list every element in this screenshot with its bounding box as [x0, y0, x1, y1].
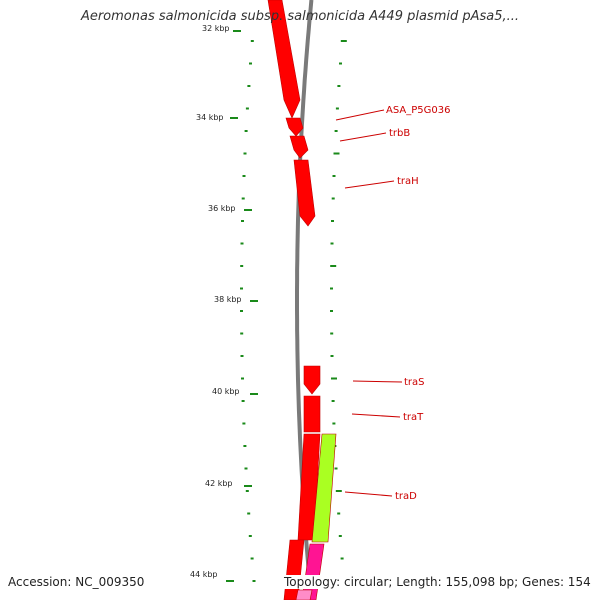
gene-leader-line	[344, 180, 395, 189]
gene-label: traD	[395, 491, 417, 502]
gc-dot	[330, 332, 334, 335]
gc-dot	[247, 512, 251, 515]
gc-dot	[331, 220, 334, 222]
gc-dot	[240, 287, 243, 290]
kbp-tick-label: 38 kbp	[214, 295, 242, 304]
kbp-tick-label: 32 kbp	[202, 24, 230, 33]
gene-label: trbB	[389, 128, 410, 139]
gc-dot	[240, 265, 244, 267]
gc-dot	[330, 310, 333, 312]
gc-dot	[334, 130, 338, 132]
gc-dot	[241, 377, 244, 380]
gc-dot	[244, 130, 248, 132]
gc-dot	[241, 400, 245, 402]
kbp-tick-mark	[250, 300, 258, 302]
gene-label: traS	[404, 377, 425, 388]
kbp-tick-label: 42 kbp	[205, 479, 233, 488]
gc-dot	[337, 85, 341, 87]
kbp-tick-label: 40 kbp	[212, 387, 240, 396]
gc-dot	[240, 242, 244, 245]
kbp-tick-mark	[244, 485, 252, 487]
trad-gene-band	[311, 433, 337, 543]
accession-text: Accession: NC_009350	[8, 575, 145, 589]
gene-label: traT	[403, 412, 424, 423]
gc-dot	[242, 422, 246, 425]
gc-dot	[243, 152, 247, 155]
gene-label: ASA_P5G036	[386, 105, 450, 116]
gc-dot	[330, 287, 333, 290]
gc-dot	[330, 265, 337, 267]
gc-dot	[242, 175, 246, 177]
gc-dot	[339, 62, 342, 65]
cds-segment	[293, 159, 316, 227]
gc-dot	[249, 62, 252, 65]
kbp-tick-mark	[230, 117, 238, 119]
gene-leader-line	[344, 491, 393, 497]
kbp-tick-label: 34 kbp	[196, 113, 224, 122]
gene-leader-line	[339, 132, 387, 142]
gc-dot	[337, 512, 341, 515]
gc-dot	[330, 355, 334, 357]
gc-dot	[340, 40, 347, 42]
map-title: Aeromonas salmonicida subsp. salmonicida…	[80, 9, 520, 24]
gc-dot	[332, 422, 336, 425]
kbp-tick-mark	[244, 209, 252, 211]
gene-leader-line	[351, 413, 401, 418]
gc-dot	[250, 557, 254, 560]
inner-gc-dots	[240, 40, 256, 582]
gc-dot	[334, 467, 338, 470]
gene-leader-line	[335, 109, 385, 121]
kbp-tick-label: 44 kbp	[190, 570, 218, 579]
gc-dot	[335, 107, 339, 110]
cds-segment	[303, 365, 321, 395]
gc-dot	[335, 490, 342, 492]
gene-label: traH	[397, 176, 419, 187]
kbp-tick-label: 36 kbp	[208, 204, 236, 213]
gc-dot	[250, 40, 254, 42]
cds-segment	[267, 0, 301, 119]
gc-dot	[240, 355, 244, 357]
cds-segment	[285, 117, 304, 137]
gc-dot	[331, 400, 335, 402]
gc-dot	[338, 535, 342, 537]
gc-dot	[333, 152, 340, 155]
cds-segment	[303, 395, 321, 433]
gc-dot	[241, 197, 245, 200]
gc-dot	[245, 490, 249, 492]
gc-dot	[330, 242, 334, 245]
cds-segment	[289, 135, 309, 159]
gc-dot	[340, 557, 344, 560]
topology-summary: Topology: circular; Length: 155,098 bp; …	[284, 575, 591, 589]
gc-dot	[244, 467, 248, 470]
gene-labels: ASA_P5G036 trbB traH traS traT traD	[335, 105, 450, 502]
gene-band-pink	[295, 589, 313, 600]
gc-dot	[252, 580, 256, 582]
gc-dot	[331, 377, 337, 380]
gene-features	[267, 0, 337, 600]
kbp-axis: 32 kbp 34 kbp 36 kbp 38 kbp 40 kbp 42 kbp 44 k…	[190, 24, 258, 582]
kbp-tick-mark	[226, 580, 234, 582]
outer-gc-dots	[330, 40, 347, 582]
gc-dot	[248, 535, 252, 537]
gc-dot	[331, 197, 335, 200]
kbp-tick-mark	[250, 393, 258, 395]
gc-dot	[243, 445, 247, 447]
gc-dot	[240, 332, 244, 335]
gene-leader-line	[352, 380, 403, 383]
gc-dot	[245, 107, 249, 110]
gc-dot	[240, 310, 243, 312]
gc-dot	[247, 85, 251, 87]
gc-dot	[241, 220, 244, 222]
gc-dot	[332, 175, 336, 177]
kbp-tick-mark	[233, 30, 241, 32]
